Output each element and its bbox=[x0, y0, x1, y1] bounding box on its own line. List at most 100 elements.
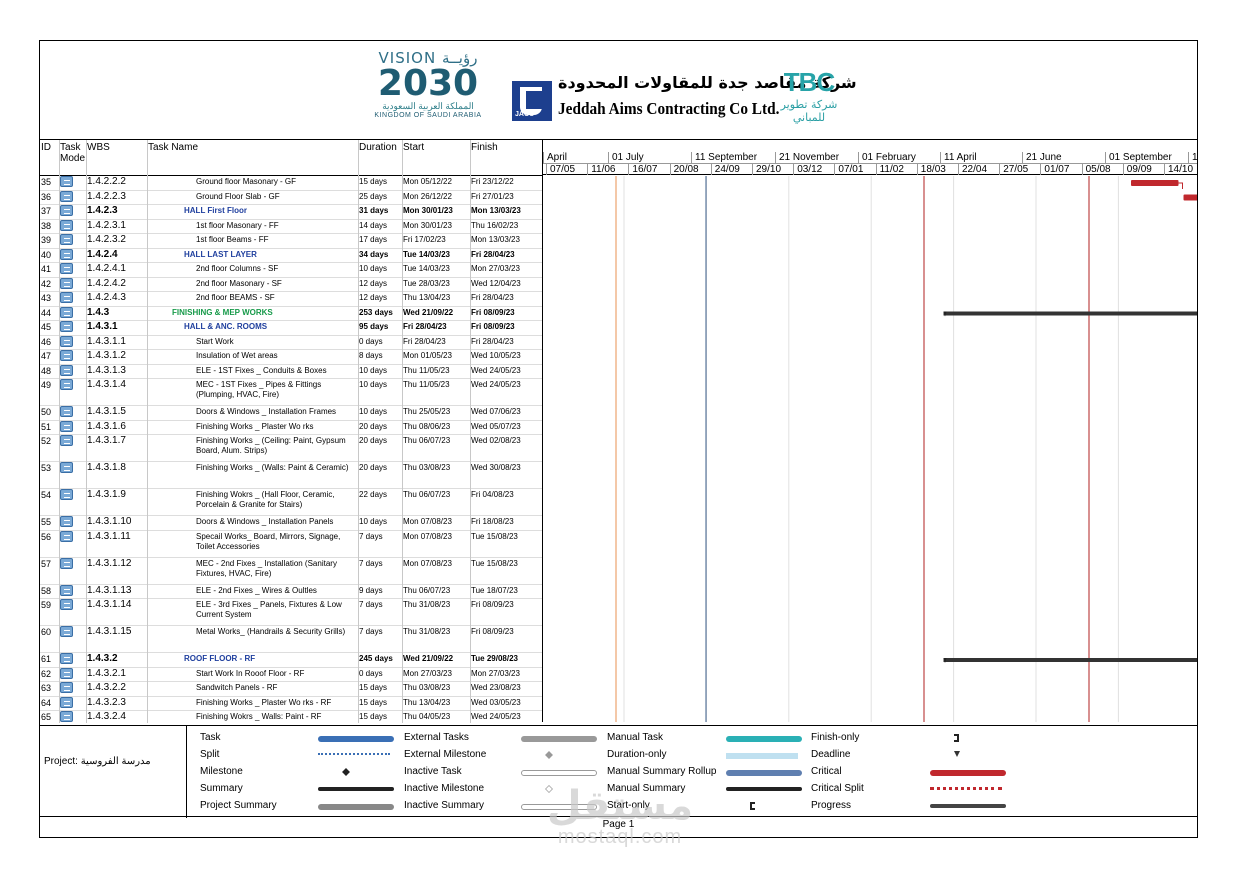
task-finish: Fri 08/09/23 bbox=[471, 322, 515, 331]
task-wbs: 1.4.2.3.2 bbox=[87, 234, 126, 245]
task-name[interactable]: Finishing Works _ (Walls: Paint & Cerami… bbox=[196, 463, 349, 472]
col-wbs[interactable]: WBS bbox=[87, 142, 110, 153]
task-name[interactable]: Start Work bbox=[196, 336, 234, 346]
task-name[interactable]: ROOF FLOOR - RF bbox=[184, 654, 256, 663]
table-row[interactable]: 51 1.4.3.1.6 Finishing Works _ Plaster Wo … bbox=[40, 420, 542, 435]
task-wbs: 1.4.3.1 bbox=[87, 321, 118, 332]
table-row[interactable]: 61 1.4.3.2 ROOF FLOOR - RF 245 days Wed 21/0… bbox=[40, 653, 542, 668]
table-row[interactable]: 44 1.4.3 FINISHING & MEP WORKS 253 days Wed … bbox=[40, 306, 542, 321]
table-row[interactable]: 40 1.4.2.4 HALL LAST LAYER 34 days Tue 14/03… bbox=[40, 248, 542, 263]
task-name[interactable]: Ground floor Masonary - GF bbox=[196, 177, 297, 186]
legend-inactive-icon bbox=[521, 770, 597, 776]
task-finish: Fri 08/09/23 bbox=[471, 627, 514, 636]
task-name[interactable]: Finishing Works _ Plaster Wo rks bbox=[196, 421, 314, 431]
summary-bar[interactable] bbox=[943, 658, 1198, 662]
table-row[interactable]: 58 1.4.3.1.13 ELE - 2nd Fixes _ Wires & Ou… bbox=[40, 584, 542, 599]
table-row[interactable]: 41 1.4.2.4.1 2nd floor Columns - SF 10 days… bbox=[40, 263, 542, 278]
table-row[interactable]: 48 1.4.3.1.3 ELE - 1ST Fixes _ Conduits & … bbox=[40, 364, 542, 379]
task-name[interactable]: 2nd floor BEAMS - SF bbox=[196, 293, 275, 302]
col-task-name[interactable]: Task Name bbox=[148, 142, 199, 153]
table-row[interactable]: 59 1.4.3.1.14 ELE - 3rd Fixes _ Panels, Fi… bbox=[40, 599, 542, 626]
task-name[interactable]: Metal Works_ (Handrails & Security Grill… bbox=[196, 627, 346, 636]
legend-label: Summary bbox=[200, 783, 243, 794]
task-name[interactable]: 1st floor Beams - FF bbox=[196, 235, 269, 244]
task-name[interactable]: ELE - 2nd Fixes _ Wires & Oultles bbox=[196, 585, 317, 595]
task-name[interactable]: MEC - 1ST Fixes _ Pipes & Fittings (Plum… bbox=[196, 380, 322, 399]
task-finish: Wed 12/04/23 bbox=[471, 278, 521, 288]
task-name[interactable]: 2nd floor Masonary - SF bbox=[196, 278, 282, 288]
table-row[interactable]: 37 1.4.2.3 HALL First Floor 31 days Mon 30/0… bbox=[40, 205, 542, 220]
task-duration: 253 days bbox=[359, 307, 393, 317]
legend-mansum-icon bbox=[726, 787, 802, 791]
task-wbs: 1.4.3.1.6 bbox=[87, 420, 126, 432]
table-row[interactable]: 52 1.4.3.1.7 Finishing Works _ (Ceiling: P… bbox=[40, 435, 542, 462]
task-id: 40 bbox=[41, 249, 52, 260]
table-row[interactable]: 50 1.4.3.1.5 Doors & Windows _ Installatio… bbox=[40, 406, 542, 421]
task-name[interactable]: Finishing Works _ (Ceiling: Paint, Gypsu… bbox=[196, 436, 346, 455]
task-name[interactable]: Finishing Works _ Plaster Wo rks - RF bbox=[196, 697, 332, 707]
task-name[interactable]: 2nd floor Columns - SF bbox=[196, 264, 279, 273]
table-row[interactable]: 53 1.4.3.1.8 Finishing Works _ (Walls: Pai… bbox=[40, 462, 542, 489]
task-wbs: 1.4.3.1.5 bbox=[87, 406, 126, 417]
task-name[interactable]: HALL First Floor bbox=[184, 206, 247, 215]
task-id: 56 bbox=[41, 531, 52, 542]
col-start[interactable]: Start bbox=[403, 142, 425, 153]
col-task-mode[interactable]: Task Mode bbox=[60, 142, 86, 164]
task-finish: Fri 28/04/23 bbox=[471, 293, 514, 302]
critical-task-bar[interactable] bbox=[1183, 194, 1198, 201]
task-name[interactable]: 1st floor Masonary - FF bbox=[196, 220, 279, 230]
legend-label: Duration-only bbox=[607, 749, 667, 760]
table-row[interactable]: 45 1.4.3.1 HALL & ANC. ROOMS 95 days Fri 28/… bbox=[40, 321, 542, 336]
task-name[interactable]: Specail Works_ Board, Mirrors, Signage, … bbox=[196, 531, 341, 551]
task-duration: 7 days bbox=[359, 558, 383, 568]
task-name[interactable]: ELE - 1ST Fixes _ Conduits & Boxes bbox=[196, 365, 327, 375]
task-name[interactable]: MEC - 2nd Fixes _ Installation (Sanitary… bbox=[196, 558, 337, 578]
task-mode-icon bbox=[60, 557, 74, 570]
col-finish[interactable]: Finish bbox=[471, 142, 498, 153]
task-start: Thu 13/04/23 bbox=[403, 697, 451, 707]
table-row[interactable]: 38 1.4.2.3.1 1st floor Masonary - FF 14 day… bbox=[40, 219, 542, 234]
table-row[interactable]: 36 1.4.2.2.3 Ground Floor Slab - GF 25 days… bbox=[40, 190, 542, 205]
table-row[interactable]: 54 1.4.3.1.9 Finishing Wokrs _ (Hall Floor… bbox=[40, 489, 542, 516]
table-row[interactable]: 55 1.4.3.1.10 Doors & Windows _ Installati… bbox=[40, 516, 542, 531]
task-name[interactable]: Start Work In Rooof Floor - RF bbox=[196, 668, 305, 678]
table-row[interactable]: 49 1.4.3.1.4 MEC - 1ST Fixes _ Pipes & Fit… bbox=[40, 379, 542, 406]
legend-deadline-icon bbox=[954, 751, 960, 757]
task-name[interactable]: Sandwitch Panels - RF bbox=[196, 683, 278, 692]
table-row[interactable]: 43 1.4.2.4.3 2nd floor BEAMS - SF 12 days Th… bbox=[40, 292, 542, 307]
task-name[interactable]: HALL LAST LAYER bbox=[184, 249, 257, 259]
task-id: 64 bbox=[41, 697, 52, 708]
table-row[interactable]: 42 1.4.2.4.2 2nd floor Masonary - SF 12 day… bbox=[40, 277, 542, 292]
table-row[interactable]: 39 1.4.2.3.2 1st floor Beams - FF 17 days Fr… bbox=[40, 234, 542, 249]
col-id[interactable]: ID bbox=[41, 142, 51, 153]
task-name[interactable]: ELE - 3rd Fixes _ Panels, Fixtures & Low… bbox=[196, 600, 342, 619]
task-name[interactable]: HALL & ANC. ROOMS bbox=[184, 322, 268, 331]
table-row[interactable]: 56 1.4.3.1.11 Specail Works_ Board, Mirror… bbox=[40, 530, 542, 558]
critical-task-bar[interactable] bbox=[1131, 180, 1179, 186]
legend-label: Manual Summary Rollup bbox=[607, 766, 717, 777]
table-row[interactable]: 60 1.4.3.1.15 Metal Works_ (Handrails & Se… bbox=[40, 626, 542, 653]
task-name[interactable]: Insulation of Wet areas bbox=[196, 351, 278, 360]
table-row[interactable]: 47 1.4.3.1.2 Insulation of Wet areas 8 days… bbox=[40, 350, 542, 365]
task-mode-icon bbox=[60, 711, 74, 723]
task-name[interactable]: FINISHING & MEP WORKS bbox=[172, 307, 273, 317]
summary-bar[interactable] bbox=[943, 311, 1198, 316]
table-row[interactable]: 64 1.4.3.2.3 Finishing Works _ Plaster Wo … bbox=[40, 696, 542, 711]
table-row[interactable]: 35 1.4.2.2.2 Ground floor Masonary - GF 15 … bbox=[40, 176, 542, 191]
legend-label: Manual Task bbox=[607, 732, 663, 743]
task-id: 61 bbox=[41, 654, 52, 664]
table-row[interactable]: 62 1.4.3.2.1 Start Work In Rooof Floor - R… bbox=[40, 667, 542, 682]
task-start: Mon 27/03/23 bbox=[403, 668, 452, 678]
task-name[interactable]: Finishing Wokrs _ (Hall Floor, Ceramic, … bbox=[196, 490, 335, 509]
task-name[interactable]: Ground Floor Slab - GF bbox=[196, 191, 280, 201]
table-row[interactable]: 46 1.4.3.1.1 Start Work 0 days Fri 28/04/23 F… bbox=[40, 335, 542, 350]
col-duration[interactable]: Duration bbox=[359, 142, 397, 153]
task-name[interactable]: Finishing Wokrs _ Walls: Paint - RF bbox=[196, 712, 322, 721]
table-row[interactable]: 57 1.4.3.1.12 MEC - 2nd Fixes _ Installati… bbox=[40, 557, 542, 585]
table-row[interactable]: 63 1.4.3.2.2 Sandwitch Panels - RF 15 days T… bbox=[40, 682, 542, 697]
task-name[interactable]: Doors & Windows _ Installation Panels bbox=[196, 517, 334, 526]
table-row[interactable]: 65 1.4.3.2.4 Finishing Wokrs _ Walls: Pain… bbox=[40, 711, 542, 726]
task-wbs: 1.4.3.1.13 bbox=[87, 584, 132, 596]
task-start: Thu 03/08/23 bbox=[403, 463, 451, 472]
task-name[interactable]: Doors & Windows _ Installation Frames bbox=[196, 407, 337, 416]
